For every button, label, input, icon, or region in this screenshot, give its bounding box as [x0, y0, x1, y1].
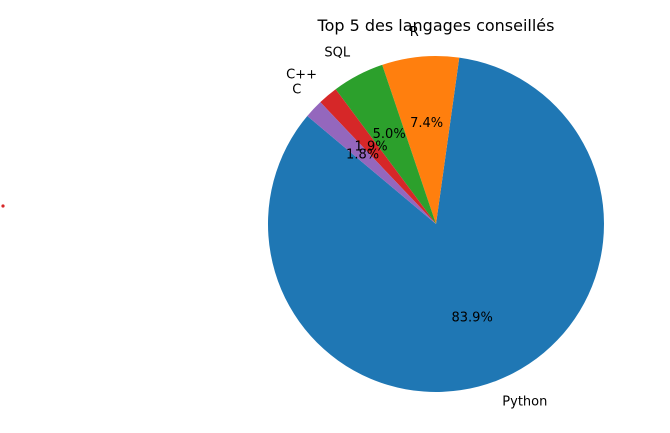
pie-pct-sql: 5.0%: [373, 127, 406, 142]
pie-pct-cpp: 1.9%: [355, 139, 388, 154]
pie-slice-r: [382, 56, 460, 225]
pie-category-labels: Python R SQL C++C: [286, 25, 547, 409]
pie-slice-cpp: [320, 89, 436, 225]
pie-slice-c: [307, 102, 436, 224]
pie-percentage-labels: 83.9% 7.4% 5.0%1.9%1.8%: [346, 116, 493, 325]
pie-pct-python: 83.9%: [452, 311, 493, 326]
pie-label-sql: SQL: [324, 45, 350, 60]
stray-marker-dot: [1, 204, 5, 208]
pie-slice-sql: [335, 64, 436, 224]
pie-label-c: C: [292, 82, 301, 97]
pie-slices: [267, 56, 604, 393]
pie-pct-r: 7.4%: [410, 116, 443, 131]
pie-label-python: Python: [502, 394, 547, 409]
pie-label-r: R: [410, 25, 419, 40]
pie-pct-c: 1.8%: [346, 147, 379, 162]
pie-label-cpp: C++: [286, 68, 317, 83]
pie-slice-python: [267, 57, 604, 393]
chart-title: Top 5 des langages conseillés: [317, 16, 555, 35]
